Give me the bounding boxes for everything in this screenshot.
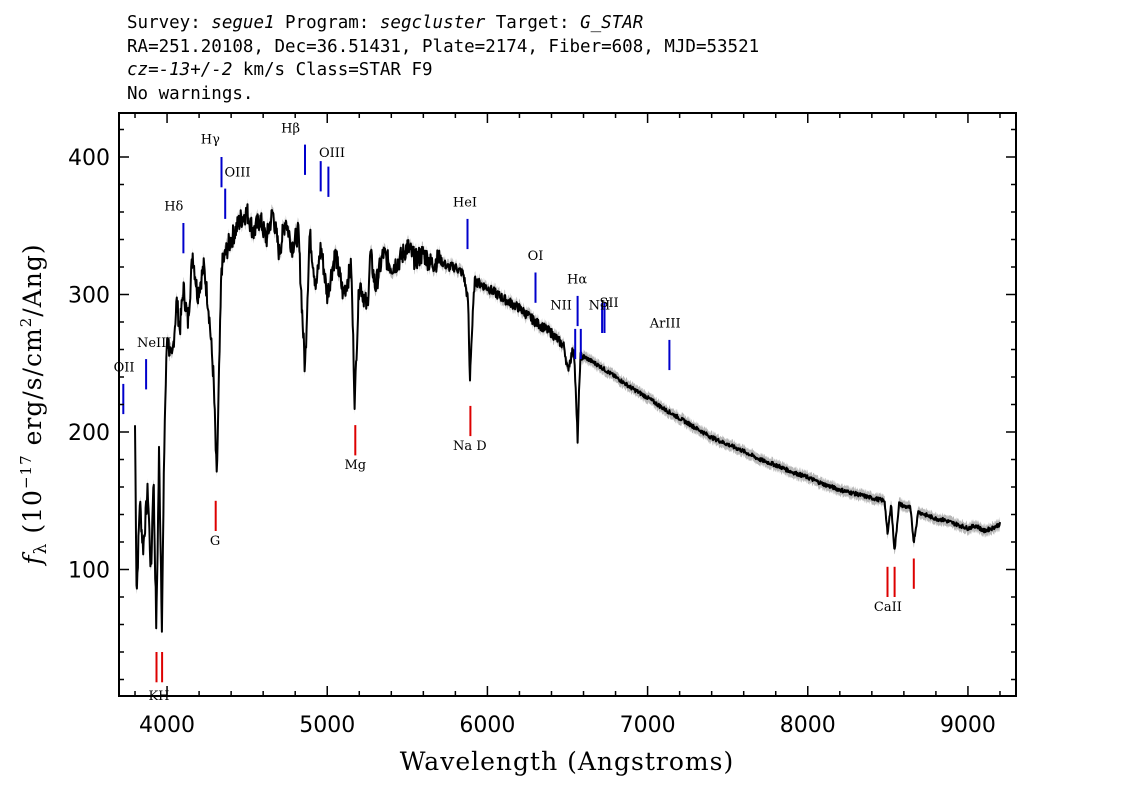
y-axis-title: fλ (10−17 erg/s/cm2/Ang) — [17, 243, 51, 566]
line-label-g: G — [210, 534, 220, 549]
cz-units-class: km/s Class=STAR F9 — [232, 60, 433, 80]
line-label-oii: OII — [114, 361, 135, 376]
line-label-neiii: NeIII — [137, 336, 171, 351]
y-axis-close: /Ang) — [18, 243, 47, 316]
line-label-nii: NII — [550, 299, 572, 314]
chart-data-layer — [134, 198, 1001, 638]
program-value: segcluster — [379, 13, 486, 33]
error-band — [135, 198, 1000, 638]
survey-value: segue1 — [211, 13, 275, 33]
axis-ticks: 4000 5000 6000 7000 8000 9000 100 200 300 400 — [68, 113, 1016, 738]
line-label-h: Hα — [567, 273, 587, 288]
target-value: G_STAR — [580, 13, 644, 33]
y-axis-exp: −17 — [17, 454, 35, 489]
line-label-oiii: OIII — [319, 146, 345, 161]
line-label-nii: NII — [589, 299, 611, 314]
x-tick-label: 8000 — [780, 713, 836, 738]
survey-label: Survey: — [127, 13, 212, 33]
line-label-oi: OI — [528, 249, 544, 264]
y-tick-label: 100 — [68, 559, 110, 584]
line-label-nad: Na D — [453, 439, 487, 454]
line-label-oiii: OIII — [224, 165, 250, 180]
y-tick-label: 400 — [68, 146, 110, 171]
x-tick-label: 9000 — [940, 713, 996, 738]
y-axis-lambda: λ — [31, 543, 51, 555]
line-label-h: Hγ — [201, 132, 220, 147]
program-label: Program: — [274, 13, 380, 33]
x-tick-label: 7000 — [620, 713, 676, 738]
y-tick-label: 300 — [68, 284, 110, 309]
y-axis-f: f — [18, 552, 47, 567]
x-tick-label: 5000 — [299, 713, 355, 738]
cz-label: cz= — [127, 60, 159, 80]
line-label-caii: CaII — [874, 600, 902, 615]
line-label-h: Hδ — [164, 200, 183, 215]
x-axis-title: Wavelength (Angstroms) — [400, 747, 734, 776]
spectrum-header: Survey: segue1 Program: segcluster Targe… — [127, 12, 759, 106]
coordinates-line: RA=251.20108, Dec=36.51431, Plate=2174, … — [127, 36, 760, 57]
warnings-line: No warnings. — [127, 83, 254, 104]
y-axis-mid: erg/s/cm — [18, 327, 47, 454]
line-label-sii: SII — [600, 296, 619, 311]
target-label: Target: — [485, 13, 581, 33]
x-tick-label: 4000 — [139, 713, 195, 738]
line-label-mg: Mg — [344, 458, 366, 473]
y-axis-open: (10 — [18, 489, 47, 543]
x-tick-label: 6000 — [459, 713, 515, 738]
y-tick-label: 200 — [68, 421, 110, 446]
line-label-h: Hβ — [281, 121, 300, 136]
line-label-ariii: ArIII — [649, 317, 681, 332]
cz-value: -13+/-2 — [158, 60, 233, 80]
y-axis-exp2: 2 — [17, 317, 35, 328]
line-label-hei: HeI — [453, 196, 477, 211]
spectrum-line — [134, 203, 1001, 633]
